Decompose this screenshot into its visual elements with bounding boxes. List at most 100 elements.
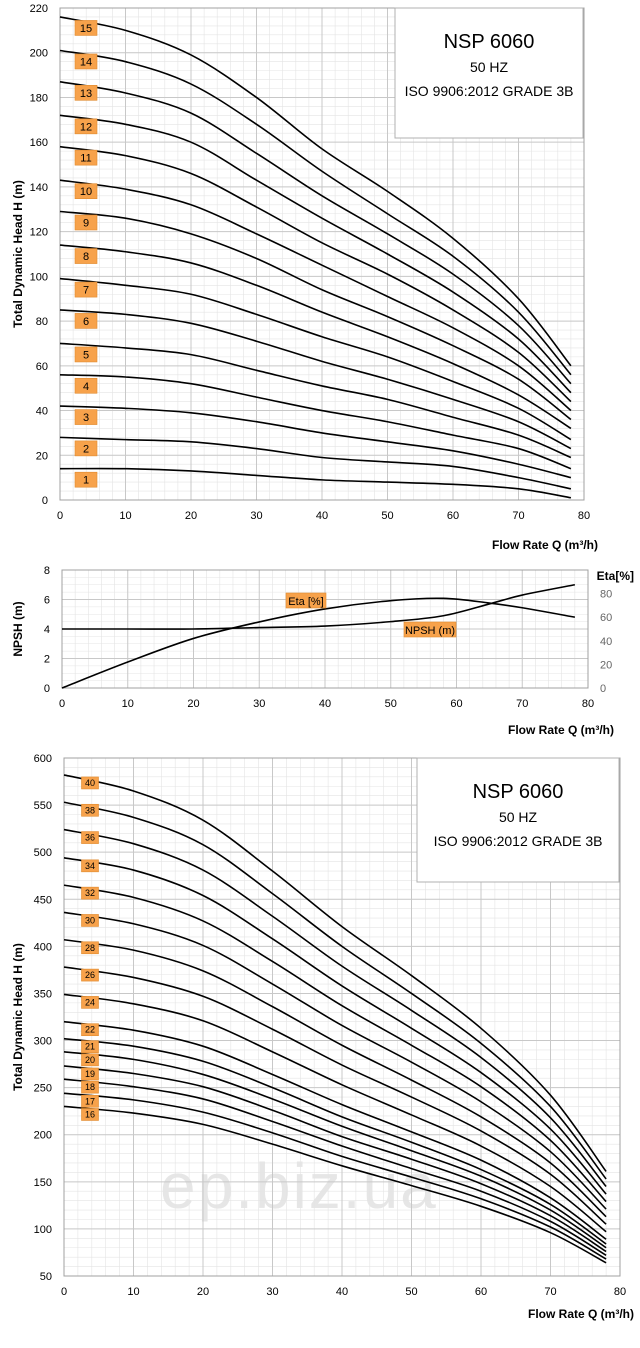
x-tick-label: 0 (57, 510, 63, 522)
stage-curve-22 (63, 1020, 607, 1240)
y2-tick-label: 60 (600, 612, 612, 624)
stage-badge-label: 8 (83, 251, 89, 263)
x-tick-label: 70 (512, 510, 524, 522)
stage-badge (81, 1094, 99, 1108)
stage-badge-label: 21 (85, 1042, 95, 1052)
stage-badge (74, 53, 98, 70)
info-box (416, 757, 620, 883)
npsh-series-label: NPSH (m) (405, 625, 455, 637)
stage-badge-label: 9 (83, 218, 89, 230)
plot-frame (63, 757, 621, 1277)
stage-curve-13 (59, 81, 572, 385)
stage-badge (74, 377, 98, 394)
head-chart-stages-16-40: 0 10 20 30 40 50 60 70 80 50 100 150 200 250 300 350 400… (11, 753, 634, 1321)
y-tick-label: 500 (34, 847, 52, 859)
x-tick-label: 70 (544, 1286, 556, 1298)
stage-badge-label: 16 (85, 1109, 95, 1119)
x-tick-label: 20 (187, 698, 199, 710)
stage-curve-7 (59, 277, 572, 441)
info-box-frequency: 50 HZ (499, 809, 538, 825)
x-tick-label: 40 (336, 1286, 348, 1298)
y-axis-label: Total Dynamic Head H (m) (11, 180, 25, 328)
stage-curve-9 (59, 210, 572, 421)
y-tick-label: 100 (34, 1224, 52, 1236)
x-tick-label: 50 (405, 1286, 417, 1298)
stage-curve-30 (63, 911, 607, 1210)
stage-badge-label: 18 (85, 1082, 95, 1092)
y-tick-label: 40 (36, 406, 48, 418)
x-tick-label: 80 (578, 510, 590, 522)
stage-badge-label: 3 (83, 412, 89, 424)
stage-curve-28 (63, 938, 607, 1218)
stage-badge (74, 346, 98, 363)
stage-badge-label: 34 (85, 861, 95, 871)
stage-badge (74, 248, 98, 264)
stage-curve-5 (59, 342, 572, 459)
stage-badge-label: 32 (85, 888, 95, 898)
stage-badge (74, 183, 98, 199)
eta-series-label-badge (285, 592, 327, 609)
stage-curve-1 (59, 467, 572, 499)
y-tick-label: 120 (30, 227, 48, 239)
stage-badge (74, 313, 98, 329)
y-tick-label: 20 (36, 450, 48, 462)
stage-curve-32 (63, 884, 607, 1203)
stage-badge (74, 149, 98, 166)
stage-badge-label: 38 (85, 805, 95, 815)
x-tick-label: 60 (450, 698, 462, 710)
info-box-standard: ISO 9906:2012 GRADE 3B (405, 83, 574, 99)
y-tick-label: 450 (34, 894, 52, 906)
x-tick-label: 30 (253, 698, 265, 710)
stage-curve-26 (63, 966, 607, 1225)
stage-badge (81, 941, 99, 955)
stage-curve-17 (63, 1092, 607, 1260)
x-tick-label: 70 (516, 698, 528, 710)
stage-badge-label: 24 (85, 997, 95, 1007)
y-tick-label: 180 (30, 92, 48, 104)
x-axis-label: Flow Rate Q (m³/h) (528, 1307, 634, 1321)
stage-badge-label: 6 (83, 316, 89, 328)
stage-badge (81, 1067, 99, 1081)
stage-curve-21 (63, 1037, 607, 1245)
x-tick-label: 20 (197, 1286, 209, 1298)
x-tick-label: 10 (127, 1286, 139, 1298)
y-tick-label: 150 (34, 1177, 52, 1189)
stage-curve-34 (63, 857, 607, 1195)
y-tick-label: 4 (44, 624, 50, 636)
y-tick-label: 220 (30, 3, 48, 15)
stage-curve-6 (59, 309, 572, 450)
y2-tick-label: 80 (600, 589, 612, 601)
y2-tick-label: 40 (600, 636, 612, 648)
stage-badge-label: 15 (80, 23, 92, 35)
y-tick-label: 550 (34, 800, 52, 812)
y-tick-label: 250 (34, 1083, 52, 1095)
x-tick-label: 80 (614, 1286, 626, 1298)
stage-curve-11 (59, 145, 572, 403)
head-chart-stages-1-15: 0 10 20 30 40 50 60 70 8002040608010012014016018… (11, 3, 598, 552)
y-tick-label: 2 (44, 654, 50, 666)
y-tick-label: 60 (36, 361, 48, 373)
stage-badge-label: 5 (83, 349, 89, 361)
stage-badge-label: 17 (85, 1096, 95, 1106)
stage-badge (81, 776, 99, 790)
stage-badge-label: 7 (83, 285, 89, 297)
stage-curve-12 (59, 114, 572, 394)
x-axis-label: Flow Rate Q (m³/h) (492, 538, 598, 552)
x-tick-label: 50 (381, 510, 393, 522)
y-tick-label: 160 (30, 137, 48, 149)
stage-badge-label: 2 (83, 443, 89, 455)
stage-badge-label: 11 (80, 153, 91, 165)
y2-tick-label: 20 (600, 659, 612, 671)
y2-tick-label: 0 (600, 683, 606, 695)
stage-badge (81, 1023, 99, 1037)
stage-badge (81, 1108, 99, 1121)
plot-frame (59, 7, 585, 501)
stage-badge-label: 12 (80, 121, 92, 133)
y-tick-label: 600 (34, 753, 52, 765)
stage-badge-label: 36 (85, 833, 95, 843)
stage-badge (81, 996, 99, 1009)
x-tick-label: 30 (250, 510, 262, 522)
stage-badge-label: 13 (80, 88, 92, 100)
